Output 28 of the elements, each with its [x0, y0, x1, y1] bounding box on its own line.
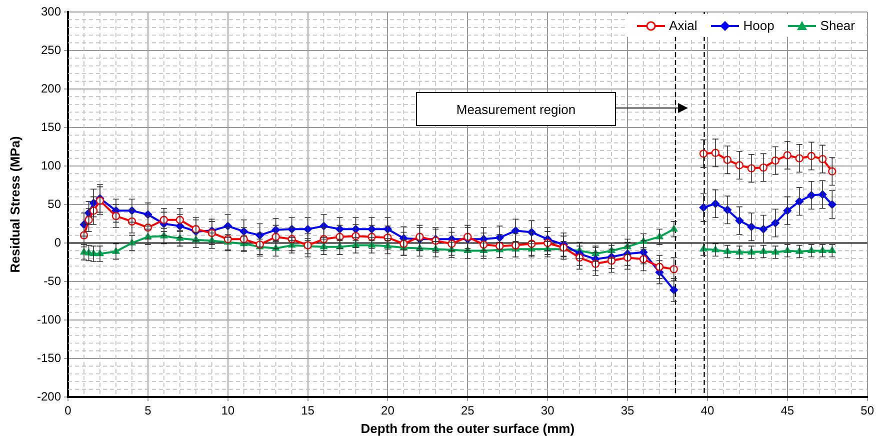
y-tick-label: 0 — [54, 235, 62, 250]
x-axis-title: Depth from the outer surface (mm) — [360, 420, 575, 436]
y-tick-label: -150 — [36, 350, 62, 365]
x-tick-label: 35 — [620, 404, 635, 418]
y-tick-label: 50 — [48, 196, 62, 211]
y-tick-label: -200 — [36, 389, 62, 404]
legend-label: Axial — [669, 18, 698, 33]
y-tick-label: 100 — [40, 158, 62, 172]
y-tick-label: 150 — [40, 120, 62, 134]
x-tick-label: 40 — [700, 404, 714, 418]
y-tick-label: 250 — [40, 42, 62, 57]
x-tick-label: 30 — [540, 404, 555, 418]
y-axis-title: Residual Stress (MPa) — [7, 136, 22, 273]
x-tick-label: 0 — [64, 404, 72, 418]
x-tick-label: 20 — [381, 404, 395, 418]
legend-label: Hoop — [743, 18, 774, 33]
legend-label: Shear — [820, 18, 855, 33]
x-tick-label: 50 — [860, 404, 874, 418]
y-tick-label: 200 — [40, 81, 62, 96]
callout-box: Measurement region — [416, 92, 616, 126]
y-tick-label: 300 — [40, 4, 62, 18]
y-tick-label: -50 — [44, 274, 62, 288]
y-tick-label: -100 — [36, 312, 62, 326]
x-tick-label: 25 — [460, 404, 475, 418]
x-tick-label: 5 — [144, 404, 152, 418]
x-tick-label: 15 — [301, 404, 315, 418]
x-tick-label: 45 — [780, 404, 794, 418]
x-tick-label: 10 — [221, 404, 235, 418]
